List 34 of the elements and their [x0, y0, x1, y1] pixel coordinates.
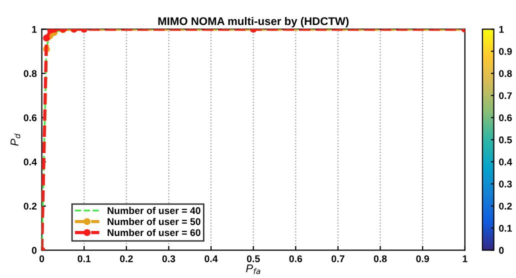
y-tick-label: 1 — [32, 26, 37, 33]
y-tick-label: 0.8 — [24, 70, 37, 78]
legend-label: Number of user = 40 — [108, 206, 200, 214]
color-bar-label: 0 — [499, 246, 504, 254]
color-bar-label: 0.9 — [499, 48, 512, 55]
color-bar-label: 0.2 — [499, 202, 512, 210]
y-tick-label: 0.2 — [24, 202, 37, 210]
y-tick-label: 0.4 — [24, 158, 37, 166]
x-tick-label: 0.7 — [332, 255, 344, 262]
color-bar-label: 0.5 — [499, 136, 512, 144]
color-bar-label: 0.7 — [499, 92, 512, 100]
color-bar-label: 0.4 — [499, 158, 512, 166]
x-tick-label: 0.6 — [289, 255, 302, 262]
color-bar-label: 0.6 — [499, 114, 512, 122]
x-tick-label: 0.5 — [246, 255, 260, 262]
x-tick-label: 0.4 — [204, 255, 218, 262]
y-axis-title: P$_{d}$ — [10, 134, 20, 146]
x-tick-label: 0 — [39, 255, 44, 262]
color-bar-label: 0.8 — [499, 70, 512, 78]
x-tick-label: 0.8 — [374, 255, 387, 262]
legend-label: Number of user = 50 — [108, 218, 200, 226]
x-tick-label: 0.2 — [120, 255, 133, 262]
color-bar-label: 0.3 — [499, 180, 512, 188]
x-tick-label: 0.3 — [162, 255, 176, 262]
x-axis-title: P$_{fa}$ — [246, 264, 260, 274]
x-tick-label: 0.1 — [78, 255, 91, 262]
y-tick-label: 0.6 — [24, 114, 37, 122]
legend-label: Number of user = 60 — [108, 228, 200, 236]
x-tick-label: 1 — [462, 255, 468, 262]
x-tick-label: 0.9 — [416, 255, 429, 262]
y-tick-label: 0 — [32, 246, 37, 254]
chart-title: MIMO NOMA multi-user by (HDCTW) — [158, 16, 349, 28]
color-bar-label: 1 — [499, 26, 504, 33]
color-bar-label: 0.1 — [499, 224, 512, 232]
